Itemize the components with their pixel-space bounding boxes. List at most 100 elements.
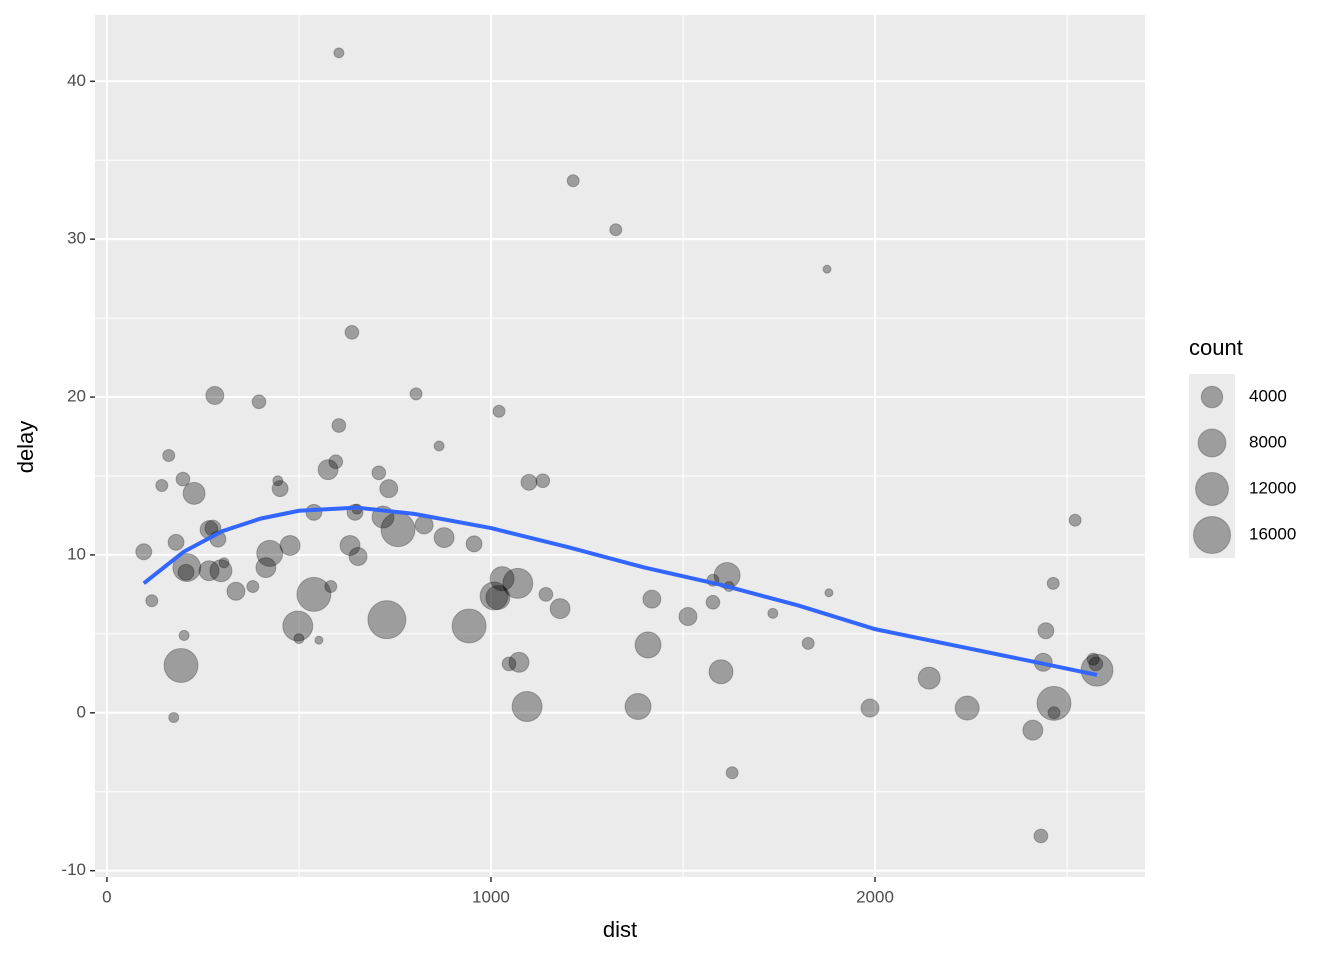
legend-key <box>1189 374 1235 420</box>
point <box>333 47 345 59</box>
point <box>511 691 543 722</box>
point <box>1033 828 1049 844</box>
point <box>501 656 517 672</box>
point <box>272 475 284 487</box>
y-tick-label: 30 <box>67 229 86 248</box>
legend-label: 12000 <box>1249 478 1296 497</box>
point <box>1046 576 1060 590</box>
point <box>489 566 515 592</box>
legend-title: count <box>1189 335 1243 360</box>
point <box>279 534 301 556</box>
point <box>1047 706 1061 720</box>
x-tick-label: 1000 <box>472 887 510 906</box>
legend-key <box>1189 512 1235 558</box>
legend-label: 4000 <box>1249 386 1287 405</box>
legend-label: 16000 <box>1249 524 1296 543</box>
point <box>1022 719 1044 741</box>
point <box>1037 622 1055 640</box>
point <box>218 557 230 569</box>
point <box>305 503 323 521</box>
point <box>226 581 246 601</box>
legend-point <box>1200 385 1224 409</box>
y-axis-title: delay <box>13 421 38 474</box>
point <box>465 535 483 553</box>
point <box>708 659 734 685</box>
point <box>175 471 191 487</box>
point <box>678 606 698 627</box>
point <box>485 585 511 611</box>
point <box>172 553 202 583</box>
point <box>293 633 305 645</box>
point <box>1086 652 1100 666</box>
legend-label: 8000 <box>1249 432 1287 451</box>
point <box>538 587 554 602</box>
point <box>705 594 721 610</box>
legend-key <box>1189 466 1235 512</box>
point <box>178 629 190 641</box>
point <box>256 539 284 567</box>
x-axis-title: dist <box>603 917 637 942</box>
legend-point <box>1192 515 1232 555</box>
point <box>1068 513 1082 527</box>
point <box>917 666 941 690</box>
point <box>801 636 815 650</box>
point <box>209 559 233 583</box>
point <box>348 547 368 567</box>
point <box>155 478 169 492</box>
point <box>767 607 779 619</box>
point <box>271 480 289 498</box>
panel <box>95 15 1145 877</box>
point <box>642 589 662 609</box>
point <box>246 580 260 594</box>
point <box>344 324 360 340</box>
point <box>251 394 267 410</box>
legend-key <box>1189 420 1235 466</box>
point <box>135 543 153 561</box>
y-tick-label: -10 <box>61 860 86 879</box>
y-tick-label: 10 <box>67 544 86 563</box>
x-tick-label: 0 <box>102 887 111 906</box>
point <box>609 223 623 237</box>
point <box>535 473 551 489</box>
point <box>168 712 180 724</box>
point <box>339 534 361 556</box>
point <box>331 418 347 433</box>
point <box>954 695 980 721</box>
point <box>549 598 571 620</box>
point <box>479 581 509 611</box>
point <box>371 465 387 481</box>
point <box>492 404 506 418</box>
point <box>379 479 399 499</box>
point <box>433 527 455 549</box>
point <box>367 600 407 640</box>
point <box>725 766 739 780</box>
point <box>255 557 277 579</box>
y-tick-label: 40 <box>67 71 86 90</box>
point <box>502 567 534 599</box>
point <box>860 698 880 718</box>
point <box>163 647 199 683</box>
point <box>162 448 176 462</box>
point <box>145 594 159 608</box>
point <box>296 576 332 612</box>
point <box>634 631 662 659</box>
smooth-line <box>142 505 1098 677</box>
x-tick-label: 2000 <box>856 887 894 906</box>
point <box>624 692 652 721</box>
point <box>520 473 538 491</box>
point <box>324 580 338 594</box>
y-tick-label: 0 <box>77 702 86 721</box>
point <box>328 454 344 470</box>
point <box>409 387 423 401</box>
point <box>198 560 220 582</box>
point <box>167 533 185 551</box>
point <box>433 440 445 452</box>
point <box>314 635 324 645</box>
point <box>824 588 834 598</box>
legend-point <box>1195 472 1229 506</box>
point <box>566 174 580 188</box>
y-tick-label: 20 <box>67 387 86 406</box>
legend-point <box>1197 428 1227 458</box>
point <box>282 610 314 642</box>
